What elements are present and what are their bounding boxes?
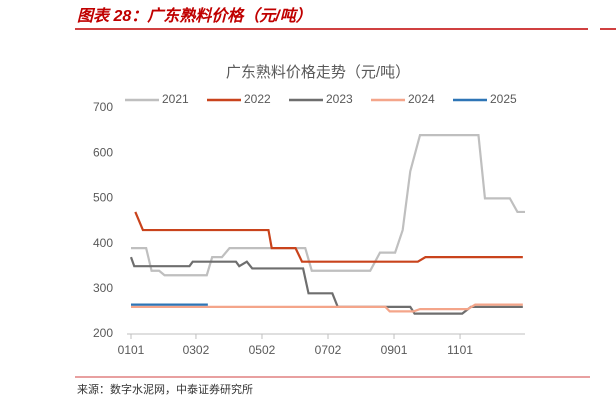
x-tick-label: 0502 [249,343,276,357]
x-tick-label: 0702 [315,343,342,357]
x-tick-label: 0101 [118,343,145,357]
x-tick-label: 1101 [447,343,473,357]
series-line [131,134,525,277]
header-title: 图表 28：广东熟料价格（元/吨） [77,6,312,25]
x-tick-label: 0901 [381,343,408,357]
y-tick-label: 600 [93,145,113,159]
y-tick-label: 500 [93,191,113,205]
legend-label: 2022 [244,92,271,106]
series-line [134,211,523,263]
y-tick-label: 200 [93,326,113,340]
chart-title: 广东熟料价格走势（元/吨） [226,64,410,81]
y-tick-label: 300 [93,281,113,295]
legend-label: 2024 [408,92,435,106]
series-line [129,256,523,315]
source: 来源：数字水泥网，中泰证券研究所 [77,382,253,396]
legend-label: 2023 [326,92,353,106]
y-tick-label: 700 [93,100,113,114]
legend-label: 2021 [162,92,189,106]
x-tick-label: 0302 [183,343,210,357]
y-tick-label: 400 [93,236,113,250]
legend-label: 2025 [490,92,517,106]
series-line [131,303,523,313]
